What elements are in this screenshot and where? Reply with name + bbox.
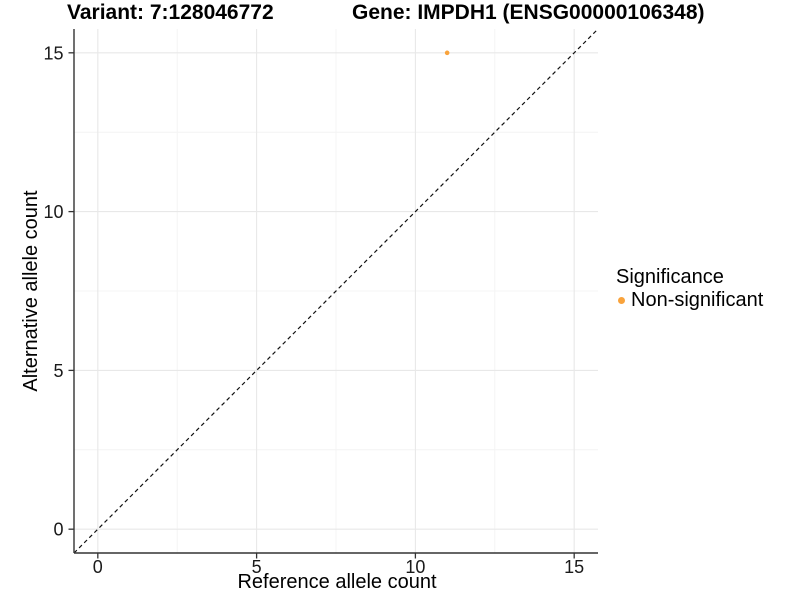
legend-items: Non-significant bbox=[616, 290, 763, 310]
identity-line bbox=[73, 28, 599, 554]
variant-title: Variant: 7:128046772 bbox=[67, 1, 274, 24]
gene-title: Gene: IMPDH1 (ENSG00000106348) bbox=[352, 1, 705, 24]
y-axis-title: Alternative allele count bbox=[20, 190, 42, 392]
x-tick-label: 10 bbox=[405, 557, 425, 577]
legend: Significance Non-significant bbox=[616, 267, 763, 310]
y-tick-label: 15 bbox=[43, 43, 63, 63]
data-point bbox=[444, 50, 450, 56]
x-tick-label: 15 bbox=[564, 557, 584, 577]
legend-title: Significance bbox=[616, 266, 724, 288]
y-tick-label: 10 bbox=[43, 202, 63, 222]
legend-item-label: Non-significant bbox=[631, 289, 764, 311]
x-tick-label: 5 bbox=[252, 557, 262, 577]
x-axis-title: Reference allele count bbox=[237, 571, 437, 593]
y-tick-label: 0 bbox=[53, 520, 63, 540]
y-tick-label: 5 bbox=[53, 361, 63, 381]
legend-item: Non-significant bbox=[616, 290, 763, 310]
x-tick-label: 0 bbox=[93, 557, 103, 577]
legend-point-icon bbox=[618, 296, 625, 304]
